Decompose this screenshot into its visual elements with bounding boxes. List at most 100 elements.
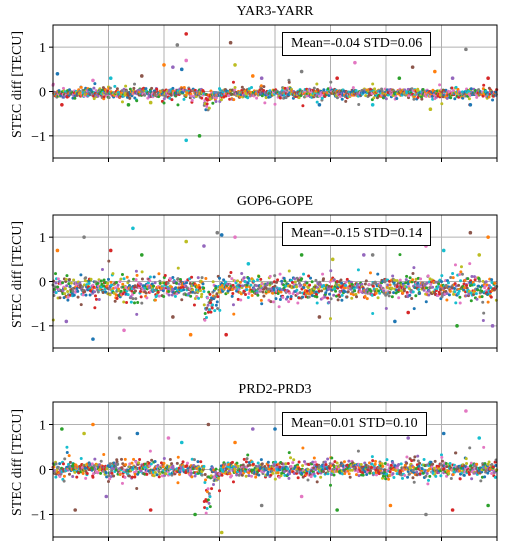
data-point: [335, 294, 339, 298]
data-point: [176, 277, 180, 281]
data-point: [235, 473, 239, 477]
data-point: [211, 466, 215, 470]
data-point: [458, 477, 462, 481]
data-point: [190, 475, 194, 479]
data-point: [474, 292, 478, 296]
data-point: [323, 460, 327, 464]
data-point: [76, 289, 80, 293]
data-point: [133, 475, 137, 479]
data-point: [343, 286, 347, 290]
data-point: [190, 98, 194, 102]
y-tick-label: 1: [39, 41, 46, 56]
data-point: [176, 481, 180, 485]
data-point: [415, 470, 419, 474]
data-point: [266, 470, 270, 474]
data-point: [398, 278, 402, 282]
data-point: [394, 291, 398, 295]
y-tick-label: −1: [31, 130, 46, 145]
data-point: [206, 310, 210, 314]
data-point: [370, 462, 374, 466]
data-point: [399, 462, 403, 466]
data-point: [133, 472, 137, 476]
data-point: [96, 281, 100, 285]
data-point: [171, 86, 175, 90]
data-point: [182, 288, 186, 292]
data-point: [322, 470, 326, 474]
data-point: [205, 490, 209, 494]
data-point: [200, 473, 204, 477]
data-point: [139, 289, 143, 293]
data-point: [309, 475, 313, 479]
data-point: [108, 86, 112, 90]
data-point: [201, 282, 205, 286]
outlier-point: [140, 253, 144, 257]
data-point: [176, 103, 180, 107]
data-point: [329, 317, 332, 321]
data-point: [448, 462, 452, 466]
data-point: [493, 281, 497, 285]
data-point: [451, 276, 455, 280]
outlier-point: [397, 76, 402, 80]
data-point: [400, 476, 404, 480]
data-point: [353, 289, 357, 293]
data-point: [231, 303, 235, 307]
data-point: [122, 300, 126, 304]
data-point: [99, 279, 103, 283]
data-point: [459, 270, 463, 274]
data-point: [254, 464, 258, 468]
data-point: [305, 471, 309, 475]
data-point: [368, 271, 372, 275]
data-point: [148, 275, 152, 279]
data-point: [182, 86, 186, 90]
data-point: [196, 276, 200, 280]
data-point: [205, 507, 209, 511]
data-point: [100, 282, 104, 286]
data-point: [202, 464, 206, 468]
data-point: [428, 277, 432, 281]
data-point: [56, 277, 60, 281]
data-point: [314, 468, 318, 472]
data-point: [446, 469, 450, 473]
outlier-point: [91, 422, 95, 427]
data-point: [127, 474, 131, 478]
data-point: [150, 458, 154, 462]
data-point: [116, 283, 120, 287]
data-point: [197, 283, 201, 287]
data-point: [108, 477, 112, 481]
data-point: [271, 300, 275, 304]
data-point: [433, 459, 437, 463]
data-point: [329, 483, 332, 487]
data-point: [56, 285, 60, 289]
data-point: [452, 292, 456, 296]
data-point: [301, 104, 305, 108]
data-point: [312, 472, 316, 476]
data-point: [278, 272, 282, 276]
data-point: [135, 273, 139, 277]
data-point: [424, 300, 428, 304]
data-point: [197, 296, 201, 300]
data-point: [144, 87, 148, 91]
outlier-point: [184, 239, 188, 244]
data-point: [297, 460, 301, 464]
data-point: [453, 282, 457, 286]
data-point: [415, 284, 419, 288]
outlier-point: [179, 67, 184, 72]
outlier-point: [299, 494, 304, 499]
data-point: [256, 293, 260, 297]
data-point: [216, 295, 220, 299]
data-point: [363, 470, 367, 474]
data-point: [373, 87, 377, 91]
data-point: [478, 295, 482, 299]
data-point: [213, 309, 217, 313]
data-point: [322, 88, 326, 92]
data-point: [144, 291, 148, 295]
data-point: [282, 276, 286, 280]
data-point: [355, 295, 359, 299]
data-point: [255, 284, 259, 288]
stats-box: Mean=0.01 STD=0.10: [282, 412, 427, 436]
data-point: [202, 303, 206, 307]
data-point: [92, 472, 96, 476]
data-point: [287, 476, 291, 480]
data-point: [446, 281, 450, 285]
data-point: [108, 462, 112, 466]
